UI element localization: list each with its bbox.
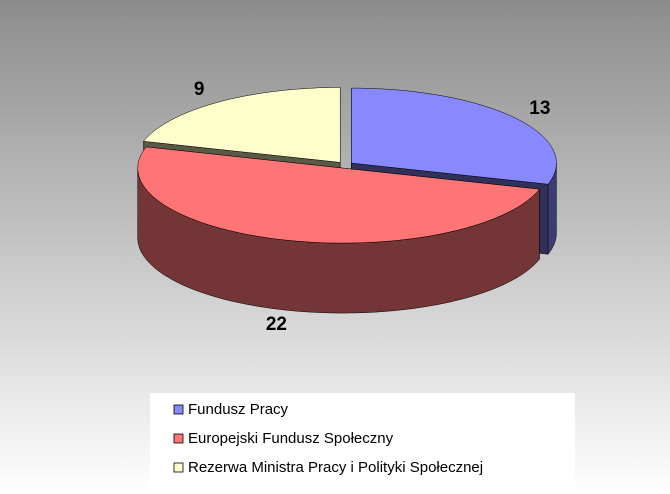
legend-swatch [173,404,184,415]
legend-label: Fundusz Pracy [188,401,289,418]
slice [137,146,540,244]
data-label: 13 [529,98,550,119]
slice [351,87,557,185]
legend-label: Rezerwa Ministra Pracy i Polityki Społec… [188,459,483,476]
legend-box [150,393,575,494]
legend-swatch [173,433,184,444]
data-label: 9 [194,79,205,100]
slice [143,87,341,163]
legend-swatch [173,462,184,473]
data-label: 22 [266,314,287,335]
legend-label: Europejski Fundusz Społeczny [188,430,394,447]
